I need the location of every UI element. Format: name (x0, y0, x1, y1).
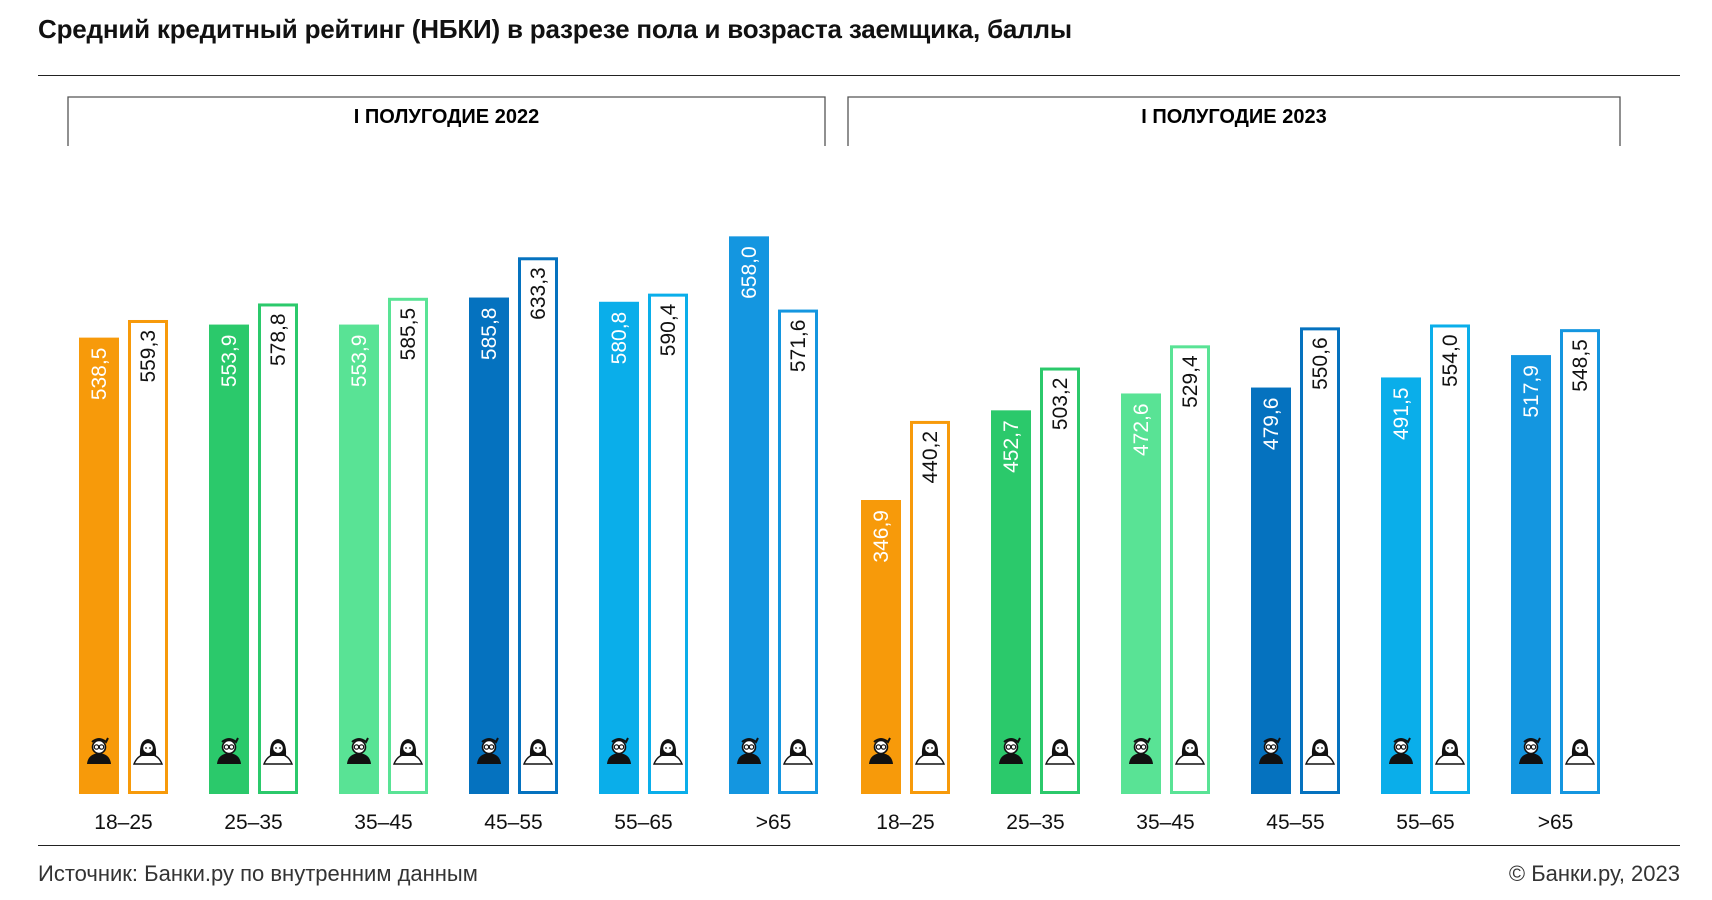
bar-men (1251, 387, 1291, 794)
man-icon (1519, 737, 1543, 764)
bar-value-label: 578,8 (267, 313, 290, 366)
woman-icon (1434, 739, 1466, 765)
panel-header-frame (67, 96, 826, 146)
man-icon (1129, 737, 1153, 764)
woman-icon (522, 739, 554, 765)
man-icon (347, 737, 371, 764)
bar-value-label: 503,2 (1049, 378, 1072, 431)
man-icon (607, 737, 631, 764)
bar-women (778, 309, 818, 794)
category-label: 55–65 (1396, 811, 1454, 834)
panel-title: I ПОЛУГОДИЕ 2023 (1141, 106, 1326, 128)
bar-women (518, 257, 558, 794)
source-note: Источник: Банки.ру по внутренним данным (38, 861, 478, 886)
bar-value-label: 548,5 (1569, 339, 1592, 392)
bar-value-label: 633,3 (527, 267, 550, 320)
man-icon (217, 737, 241, 764)
category-label: 35–45 (1136, 811, 1194, 834)
category-label: 25–35 (1006, 811, 1064, 834)
bar-value-label: 571,6 (787, 320, 810, 373)
category-label: 25–35 (224, 811, 282, 834)
man-icon (737, 737, 761, 764)
bar-men (599, 301, 639, 794)
bar-value-label: 658,0 (738, 246, 761, 299)
bar-value-label: 590,4 (657, 303, 680, 356)
woman-icon (914, 739, 946, 765)
woman-icon (262, 739, 294, 765)
man-icon (477, 737, 501, 764)
bar-women (1300, 327, 1340, 794)
category-label: 45–55 (1266, 811, 1324, 834)
bar-value-label: 491,5 (1390, 387, 1413, 440)
bar-value-label: 554,0 (1439, 334, 1462, 387)
bar-men (209, 324, 249, 794)
man-icon (869, 737, 893, 764)
bar-value-label: 585,5 (397, 308, 420, 361)
woman-icon (782, 739, 814, 765)
chart-title: Средний кредитный рейтинг (НБКИ) в разре… (38, 14, 1072, 44)
man-icon (87, 737, 111, 764)
man-icon (1259, 737, 1283, 764)
woman-icon (1044, 739, 1076, 765)
bar-value-label: 580,8 (608, 312, 631, 365)
bar-men (991, 410, 1031, 794)
category-label: 18–25 (876, 811, 934, 834)
bar-value-label: 472,6 (1130, 403, 1153, 456)
bar-men (339, 324, 379, 794)
bar-value-label: 440,2 (919, 431, 942, 484)
bar-women (1170, 345, 1210, 794)
category-label: >65 (756, 811, 792, 834)
category-label: 45–55 (484, 811, 542, 834)
bar-value-label: 550,6 (1309, 337, 1332, 390)
bar-men (729, 236, 769, 795)
bar-value-label: 553,9 (348, 335, 371, 388)
woman-icon (1564, 739, 1596, 765)
bar-women (648, 293, 688, 794)
bar-men (79, 337, 119, 794)
bar-men (1511, 355, 1551, 794)
bar-value-label: 585,8 (478, 308, 501, 361)
bar-value-label: 538,5 (88, 348, 111, 401)
bar-value-label: 517,9 (1520, 365, 1543, 418)
woman-icon (652, 739, 684, 765)
man-icon (999, 737, 1023, 764)
category-label: 55–65 (614, 811, 672, 834)
bar-men (1121, 393, 1161, 794)
copyright-note: © Банки.ру, 2023 (1508, 861, 1680, 886)
woman-icon (392, 739, 424, 765)
woman-icon (1174, 739, 1206, 765)
bar-value-label: 452,7 (1000, 420, 1023, 473)
top-divider (38, 75, 1680, 76)
woman-icon (132, 739, 164, 765)
bar-men (469, 297, 509, 794)
bar-women (1040, 367, 1080, 794)
bar-value-label: 553,9 (218, 335, 241, 388)
bar-value-label: 479,6 (1260, 398, 1283, 451)
bar-value-label: 529,4 (1179, 355, 1202, 408)
bar-women (1560, 329, 1600, 794)
category-label: >65 (1538, 811, 1574, 834)
bar-women (1430, 324, 1470, 794)
bar-women (128, 319, 168, 794)
bar-women (258, 303, 298, 794)
woman-icon (1304, 739, 1336, 765)
bar-men (1381, 377, 1421, 794)
bar-women (910, 420, 950, 794)
bar-women (388, 297, 428, 794)
bar-value-label: 346,9 (870, 510, 893, 563)
panel-header-frame (847, 96, 1621, 146)
category-label: 18–25 (94, 811, 152, 834)
panel-title: I ПОЛУГОДИЕ 2022 (354, 106, 539, 128)
man-icon (1389, 737, 1413, 764)
category-label: 35–45 (354, 811, 412, 834)
bottom-divider (38, 845, 1680, 846)
bar-value-label: 559,3 (137, 330, 160, 383)
